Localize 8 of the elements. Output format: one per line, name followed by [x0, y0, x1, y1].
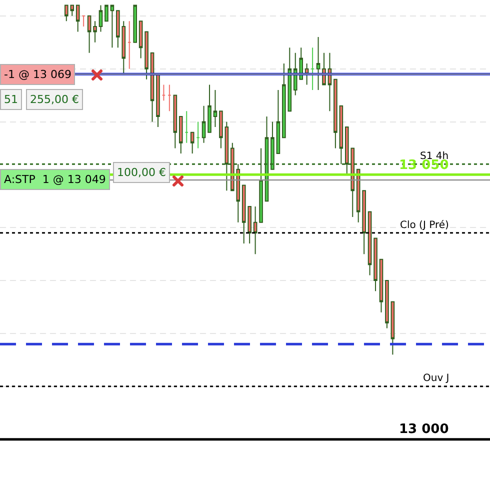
ref-line-label: 13 000 — [399, 422, 449, 437]
ref-line-label: -1 @ 13 069 — [4, 68, 72, 81]
annotation: 255,00 € — [30, 93, 79, 106]
ref-line-label: Clo (J Pré) — [400, 220, 449, 231]
ref-line-label: A:STP 1 @ 13 049 — [4, 173, 106, 186]
ref-line-label: Ouv J — [423, 373, 450, 384]
text: 51 — [4, 93, 18, 106]
annotation: 100,00 € — [117, 166, 166, 179]
